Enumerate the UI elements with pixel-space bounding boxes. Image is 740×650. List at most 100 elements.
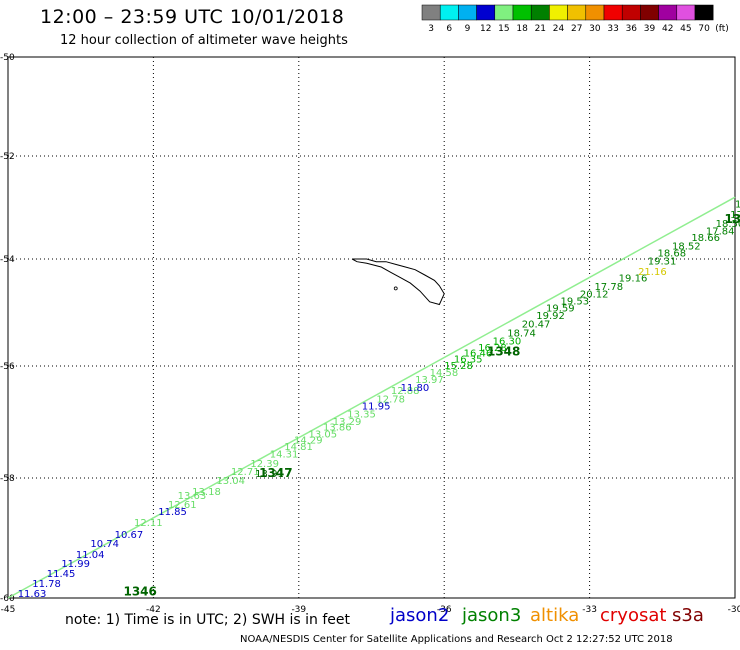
longitude-label: -39 (291, 605, 306, 615)
wave-height-label: 17.78 (594, 282, 623, 293)
scale-label: 9 (465, 24, 471, 34)
wave-height-label: 11.85 (158, 507, 187, 518)
wave-height-label: 14.29 (294, 435, 323, 446)
wave-height-label: 19.92 (536, 311, 565, 322)
longitude-label: -36 (437, 605, 452, 615)
wave-height-label: 15.28 (444, 361, 473, 372)
wave-height-label: 12.39 (250, 459, 279, 470)
satellite-name-cryosat: cryosat (600, 605, 667, 626)
page-title: 12:00 – 23:59 UTC 10/01/2018 (40, 6, 345, 28)
scale-label: 30 (589, 24, 601, 34)
wave-height-label: 19.59 (546, 303, 575, 314)
wave-height-label: 11.99 (61, 559, 90, 570)
longitude-label: -33 (582, 605, 597, 615)
wave-height-label: 14.31 (270, 449, 299, 460)
latitude-label: -58 (0, 474, 15, 484)
wave-height-label: 18.50 (716, 219, 740, 230)
page-subtitle: 12 hour collection of altimeter wave hei… (60, 33, 348, 48)
wave-height-label: 16.35 (454, 354, 483, 365)
satellite-name-jason3: jason3 (462, 605, 522, 626)
scale-label: 24 (553, 24, 565, 34)
wave-height-label: 18.52 (672, 242, 701, 253)
scale-label: 3 (428, 24, 434, 34)
wave-height-label: 13.35 (347, 410, 376, 421)
wave-height-label: 13.29 (333, 417, 362, 428)
scale-label: 27 (571, 24, 582, 34)
wave-height-label: 17.84 (706, 226, 735, 237)
longitude-label: -45 (1, 605, 16, 615)
wave-height-label: 13.05 (308, 430, 337, 441)
scale-label: 33 (607, 24, 618, 34)
wave-height-label: 18.68 (657, 248, 686, 259)
wave-height-label: 12.71 (231, 467, 260, 478)
footer-note: note: 1) Time is in UTC; 2) SWH is in fe… (65, 612, 351, 628)
wave-height-label: 13.63 (178, 491, 207, 502)
wave-height-label: 16.30 (493, 337, 522, 348)
pass-time-label: 134 (724, 212, 740, 226)
map-frame (7, 56, 736, 599)
wave-height-label: 16.28 (478, 343, 507, 354)
scale-unit: (ft) (715, 24, 729, 34)
scale-label: 6 (446, 24, 452, 34)
latitude-label: -56 (0, 362, 15, 372)
wave-height-label: 19.16 (619, 273, 648, 284)
islet-outline (393, 286, 398, 291)
scale-label: 45 (680, 24, 691, 34)
wave-height-label: 18.66 (691, 233, 720, 244)
wave-height-label: 11.63 (18, 589, 47, 600)
wave-height-label: 12.88 (391, 386, 420, 397)
latitude-label: -50 (0, 53, 15, 63)
color-scale-legend: 3 6 9 12 15 18 21 24 27 30 33 36 39 42 45 70 (ft) (421, 4, 729, 34)
satellite-name-s3a: s3a (672, 605, 704, 626)
pass-time-label: 1348 (487, 344, 520, 358)
satellite-name-jason2: jason2 (390, 605, 450, 626)
satellite-track (7, 196, 736, 599)
wave-height-label: 10.74 (90, 539, 119, 550)
scale-swatch (694, 4, 714, 21)
wave-height-label: 12.78 (376, 394, 405, 405)
wave-height-label: 21.16 (638, 267, 667, 278)
wave-height-label: 16.46 (464, 348, 493, 359)
wave-height-label: 18.74 (507, 329, 536, 340)
scale-label: 15 (498, 24, 509, 34)
wave-height-label: 13.97 (415, 375, 444, 386)
wave-height-label: 12.11 (134, 518, 163, 529)
scale-label: 42 (662, 24, 673, 34)
wave-height-label: 11.78 (32, 579, 61, 590)
scale-label: 12 (480, 24, 491, 34)
wave-height-label: 13.18 (192, 487, 221, 498)
pass-time-label: 1347 (259, 466, 292, 480)
wave-height-label: 13.91 (255, 469, 284, 480)
scale-label: 18 (516, 24, 528, 34)
wave-height-label: 14.58 (430, 368, 459, 379)
south-georgia-island-outline (351, 258, 445, 306)
wave-height-label: 11.95 (362, 402, 391, 413)
satellite-name-altika: altika (530, 605, 580, 626)
wave-height-label: 20.47 (522, 319, 551, 330)
wave-height-label: 19.53 (561, 296, 590, 307)
wave-height-label: 11.04 (76, 550, 105, 561)
longitude-label: -30 (728, 605, 740, 615)
wave-height-label: 19.31 (648, 256, 677, 267)
footer-credit: NOAA/NESDIS Center for Satellite Applica… (240, 634, 673, 645)
wave-height-label: 10.67 (115, 530, 144, 541)
wave-height-label: 11.45 (47, 569, 76, 580)
wave-height-label: 12.61 (168, 500, 197, 511)
scale-label: 21 (535, 24, 546, 34)
wave-height-label: 17.92 (730, 210, 740, 221)
longitude-label: -42 (146, 605, 161, 615)
wave-height-label: 18. (735, 200, 740, 211)
wave-height-label: 20.12 (580, 290, 609, 301)
wave-height-label: 11.80 (401, 383, 430, 394)
wave-height-label: 13.86 (323, 422, 352, 433)
wave-height-label: 13.04 (216, 476, 245, 487)
latitude-label: -60 (0, 594, 15, 604)
scale-label: 39 (644, 24, 656, 34)
scale-label: 70 (698, 24, 710, 34)
pass-time-label: 1346 (123, 585, 156, 599)
scale-label: 36 (626, 24, 638, 34)
wave-height-label: 14.81 (284, 442, 313, 453)
latitude-label: -54 (0, 255, 15, 265)
latitude-label: -52 (0, 152, 15, 162)
